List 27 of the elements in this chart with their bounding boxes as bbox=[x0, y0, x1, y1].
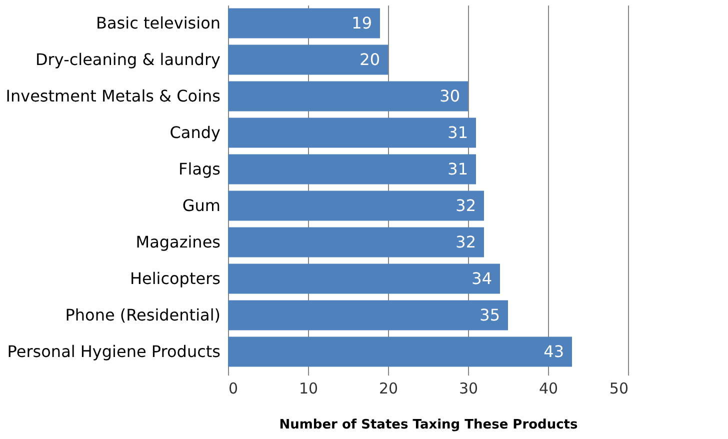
x-tick-label: 0 bbox=[228, 380, 238, 398]
x-tick-label: 10 bbox=[298, 380, 318, 398]
y-tick-label: Flags bbox=[178, 159, 220, 178]
data-label: 43 bbox=[544, 342, 564, 361]
x-tick-label: 20 bbox=[378, 380, 398, 398]
data-label: 20 bbox=[360, 50, 380, 69]
data-label: 31 bbox=[448, 122, 468, 142]
y-tick-label: Dry-cleaning & laundry bbox=[35, 50, 220, 69]
y-tick-label: Investment Metals & Coins bbox=[6, 86, 220, 106]
y-tick-label: Phone (Residential) bbox=[65, 305, 220, 324]
data-label: 34 bbox=[472, 268, 492, 288]
y-tick-label: Basic television bbox=[96, 13, 220, 32]
data-label: 35 bbox=[480, 305, 500, 324]
y-tick-label: Candy bbox=[170, 122, 220, 142]
data-label: 32 bbox=[456, 232, 476, 252]
x-tick-label: 50 bbox=[609, 380, 628, 398]
y-tick-label: Helicopters bbox=[130, 268, 220, 288]
data-label: 32 bbox=[456, 196, 476, 215]
data-label: 30 bbox=[440, 86, 460, 106]
x-tick-label: 40 bbox=[538, 380, 558, 398]
y-tick-label: Magazines bbox=[136, 232, 220, 252]
x-axis-title: Number of States Taxing These Products bbox=[279, 418, 578, 432]
y-tick-label: Personal Hygiene Products bbox=[7, 342, 220, 361]
y-tick-label: Gum bbox=[182, 196, 220, 215]
x-tick-label: 30 bbox=[458, 380, 478, 398]
data-label: 19 bbox=[352, 13, 372, 32]
data-label: 31 bbox=[448, 159, 468, 178]
